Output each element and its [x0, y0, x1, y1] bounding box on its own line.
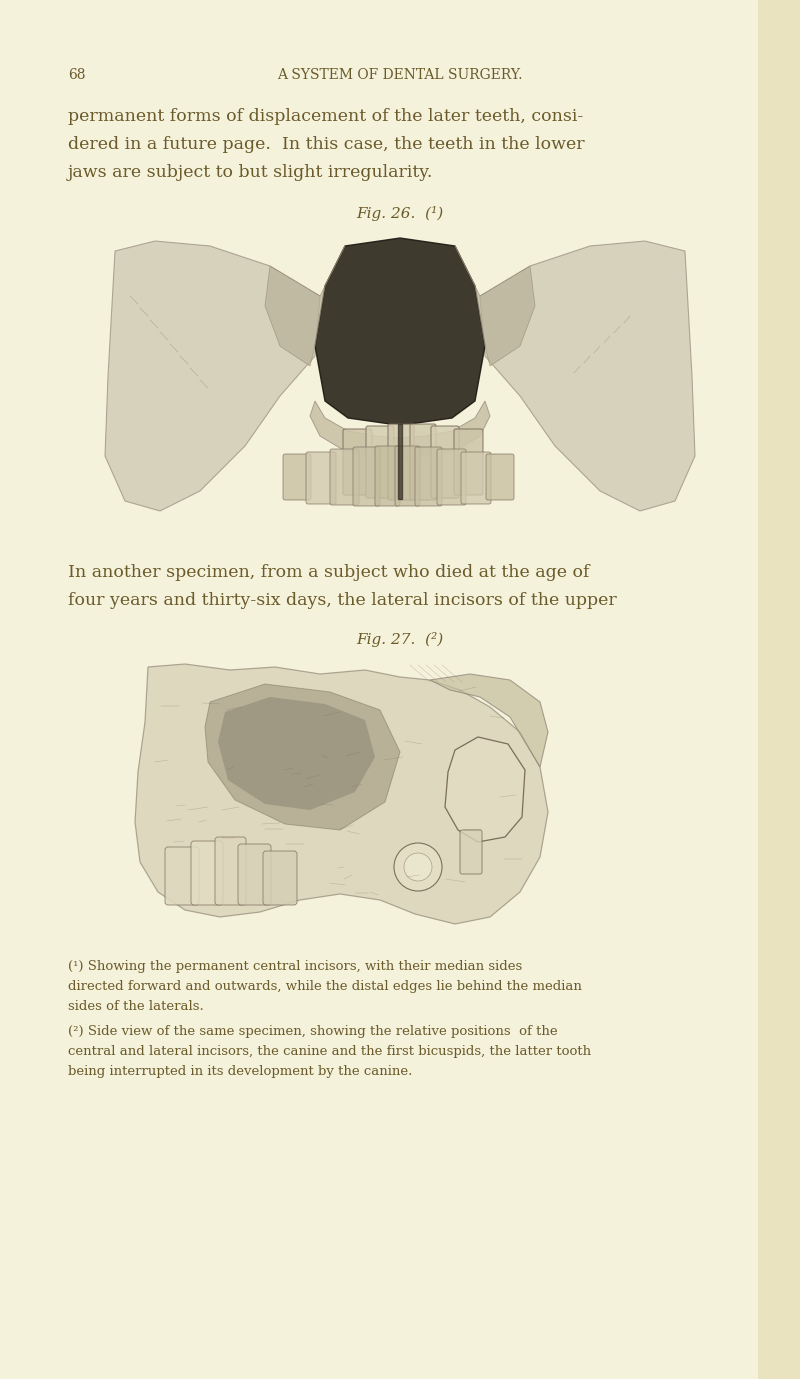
Text: (¹) Showing the permanent central incisors, with their median sides: (¹) Showing the permanent central inciso… [68, 960, 522, 974]
Text: central and lateral incisors, the canine and the first bicuspids, the latter too: central and lateral incisors, the canine… [68, 1045, 591, 1058]
Polygon shape [105, 241, 320, 512]
Text: A SYSTEM OF DENTAL SURGERY.: A SYSTEM OF DENTAL SURGERY. [278, 68, 522, 81]
Text: (²) Side view of the same specimen, showing the relative positions  of the: (²) Side view of the same specimen, show… [68, 1025, 558, 1038]
Text: Fig. 26.  (¹): Fig. 26. (¹) [356, 205, 444, 221]
FancyBboxPatch shape [366, 426, 394, 498]
Polygon shape [455, 245, 535, 365]
Polygon shape [430, 674, 548, 767]
Polygon shape [135, 665, 548, 924]
Text: permanent forms of displacement of the later teeth, consi-: permanent forms of displacement of the l… [68, 108, 583, 125]
Text: sides of the laterals.: sides of the laterals. [68, 1000, 204, 1014]
Text: being interrupted in its development by the canine.: being interrupted in its development by … [68, 1065, 412, 1078]
Text: directed forward and outwards, while the distal edges lie behind the median: directed forward and outwards, while the… [68, 980, 582, 993]
FancyBboxPatch shape [306, 452, 336, 503]
FancyBboxPatch shape [191, 841, 223, 905]
Text: four years and thirty-six days, the lateral incisors of the upper: four years and thirty-six days, the late… [68, 592, 617, 610]
Polygon shape [265, 245, 345, 365]
Bar [398, 423, 402, 499]
FancyBboxPatch shape [283, 454, 311, 501]
FancyBboxPatch shape [758, 0, 800, 1379]
FancyBboxPatch shape [330, 450, 359, 505]
Text: In another specimen, from a subject who died at the age of: In another specimen, from a subject who … [68, 564, 590, 581]
FancyBboxPatch shape [238, 844, 271, 905]
Polygon shape [445, 736, 525, 843]
FancyBboxPatch shape [395, 445, 420, 506]
Text: jaws are subject to but slight irregularity.: jaws are subject to but slight irregular… [68, 164, 434, 181]
Text: dered in a future page.  In this case, the teeth in the lower: dered in a future page. In this case, th… [68, 137, 585, 153]
FancyBboxPatch shape [263, 851, 297, 905]
FancyBboxPatch shape [215, 837, 246, 905]
FancyBboxPatch shape [454, 429, 483, 495]
Circle shape [394, 843, 442, 891]
FancyBboxPatch shape [415, 447, 442, 506]
FancyBboxPatch shape [343, 429, 372, 495]
FancyBboxPatch shape [165, 847, 199, 905]
Circle shape [404, 854, 432, 881]
Polygon shape [218, 696, 375, 809]
Polygon shape [315, 239, 485, 423]
FancyBboxPatch shape [486, 454, 514, 501]
FancyBboxPatch shape [437, 450, 466, 505]
Text: 68: 68 [68, 68, 86, 81]
FancyBboxPatch shape [461, 452, 491, 503]
Polygon shape [480, 241, 695, 512]
Polygon shape [310, 401, 490, 458]
FancyBboxPatch shape [353, 447, 380, 506]
FancyBboxPatch shape [431, 426, 459, 498]
FancyBboxPatch shape [375, 445, 400, 506]
Polygon shape [205, 684, 400, 830]
FancyBboxPatch shape [460, 830, 482, 874]
Text: Fig. 27.  (²): Fig. 27. (²) [356, 632, 444, 647]
FancyBboxPatch shape [388, 423, 414, 501]
FancyBboxPatch shape [410, 423, 436, 501]
